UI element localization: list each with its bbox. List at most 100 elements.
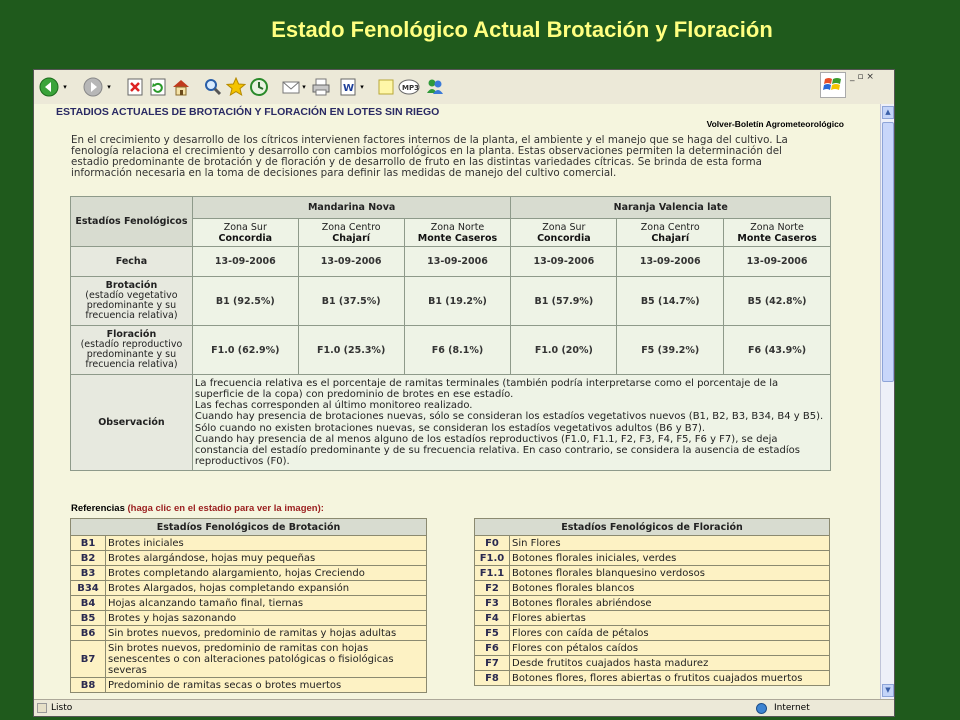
- stage-code-link[interactable]: B7: [70, 640, 106, 678]
- fecha-cell: 13-09-2006: [616, 246, 725, 277]
- stage-description: Flores con caída de pétalos: [509, 625, 830, 641]
- window-controls: _ ▫ ×: [850, 72, 892, 84]
- brotacion-cell: B1 (19.2%): [403, 276, 512, 326]
- references-heading: Referencias (haga clic en el estadio par…: [71, 503, 324, 514]
- ref-row: F5 Flores con caída de pétalos: [474, 625, 830, 641]
- ref-row: B5 Brotes y hojas sazonando: [70, 610, 427, 626]
- ref-row: F8 Botones flores, flores abiertas o frut…: [474, 670, 830, 686]
- toolbar: ▾ ▾ ▾ W ▾: [34, 70, 834, 104]
- floracion-reference-table: Estadíos Fenológicos de Floración F0 Sin …: [474, 518, 830, 686]
- stage-description: Brotes y hojas sazonando: [105, 610, 427, 626]
- floracion-cell: F5 (39.2%): [616, 325, 725, 375]
- ref-row: B7 Sin brotes nuevos, predominio de ramit…: [70, 640, 427, 678]
- stage-code-link[interactable]: F7: [474, 655, 510, 671]
- floracion-label: Floración (estadío reproductivo predomina…: [70, 325, 193, 375]
- notes-icon[interactable]: [375, 76, 397, 98]
- stage-description: Flores con pétalos caídos: [509, 640, 830, 656]
- ref-row: B4 Hojas alcanzando tamaño final, tiernas: [70, 595, 427, 611]
- close-icon[interactable]: ×: [866, 72, 874, 82]
- stage-code-link[interactable]: B4: [70, 595, 106, 611]
- mail-dropdown-icon[interactable]: ▾: [302, 83, 306, 91]
- ref-row: B3 Brotes completando alargamiento, hojas…: [70, 565, 427, 581]
- stage-code-link[interactable]: F0: [474, 535, 510, 551]
- scroll-down-icon[interactable]: ▼: [882, 684, 894, 697]
- back-dropdown-icon[interactable]: ▾: [63, 83, 67, 91]
- stage-description: Sin brotes nuevos, predominio de ramitas…: [105, 640, 427, 678]
- stage-code-link[interactable]: F8: [474, 670, 510, 686]
- vertical-scrollbar[interactable]: ▲ ▼: [880, 104, 894, 699]
- ref-row: F2 Botones florales blancos: [474, 580, 830, 596]
- stage-description: Botones florales blancos: [509, 580, 830, 596]
- ref-row: F3 Botones florales abriéndose: [474, 595, 830, 611]
- ref-row: F6 Flores con pétalos caídos: [474, 640, 830, 656]
- fecha-cell: 13-09-2006: [510, 246, 618, 277]
- browser-window: ▾ ▾ ▾ W ▾: [33, 69, 895, 717]
- stage-description: Sin brotes nuevos, predominio de ramitas…: [105, 625, 427, 641]
- page-heading: ESTADIOS ACTUALES DE BROTACIÓN Y FLORACI…: [56, 106, 440, 118]
- home-icon[interactable]: [170, 76, 192, 98]
- minimize-icon[interactable]: _: [850, 72, 855, 82]
- status-bar: Listo Internet: [34, 699, 894, 716]
- restore-icon[interactable]: ▫: [857, 72, 864, 82]
- ref-row: B34 Brotes Alargados, hojas completando e…: [70, 580, 427, 596]
- stage-code-link[interactable]: F1.1: [474, 565, 510, 581]
- stage-code-link[interactable]: F5: [474, 625, 510, 641]
- back-link[interactable]: Volver-Boletín Agrometeorológico: [706, 119, 844, 129]
- refresh-icon[interactable]: [147, 76, 169, 98]
- history-icon[interactable]: [248, 76, 270, 98]
- stage-code-link[interactable]: F3: [474, 595, 510, 611]
- word-dropdown-icon[interactable]: ▾: [360, 83, 364, 91]
- search-icon[interactable]: [202, 76, 224, 98]
- stage-code-link[interactable]: B2: [70, 550, 106, 566]
- stage-code-link[interactable]: B1: [70, 535, 106, 551]
- stage-description: Predominio de ramitas secas o brotes mue…: [105, 677, 427, 693]
- stage-description: Flores abiertas: [509, 610, 830, 626]
- stage-description: Sin Flores: [509, 535, 830, 551]
- stage-description: Desde frutitos cuajados hasta madurez: [509, 655, 830, 671]
- back-icon[interactable]: [38, 76, 60, 98]
- fecha-label: Fecha: [70, 246, 193, 277]
- scroll-thumb[interactable]: [882, 122, 894, 382]
- forward-icon[interactable]: [82, 76, 104, 98]
- status-text: Listo: [51, 703, 73, 713]
- brotacion-cell: B1 (57.9%): [510, 276, 618, 326]
- mp3-icon[interactable]: MP3: [398, 76, 420, 98]
- brotacion-reference-table: Estadíos Fenológicos de Brotación B1 Brot…: [70, 518, 427, 693]
- stage-code-link[interactable]: B34: [70, 580, 106, 596]
- ref-row: F1.1 Botones florales blanquesino verdoso…: [474, 565, 830, 581]
- forward-dropdown-icon[interactable]: ▾: [107, 83, 111, 91]
- word-icon[interactable]: W: [337, 76, 359, 98]
- stage-code-link[interactable]: F6: [474, 640, 510, 656]
- stage-description: Brotes completando alargamiento, hojas C…: [105, 565, 427, 581]
- stage-code-link[interactable]: B5: [70, 610, 106, 626]
- zone-header: Zona Norte Monte Caseros: [403, 218, 512, 247]
- ref-row: F0 Sin Flores: [474, 535, 830, 551]
- zone-header: Zona Sur Concordia: [191, 218, 299, 247]
- brotacion-cell: B5 (14.7%): [616, 276, 725, 326]
- stage-description: Botones flores, flores abiertas o frutit…: [509, 670, 830, 686]
- stop-icon[interactable]: [124, 76, 146, 98]
- intro-text: En el crecimiento y desarrollo de los cí…: [71, 134, 788, 179]
- security-zone: Internet: [774, 703, 810, 713]
- stage-code-link[interactable]: F4: [474, 610, 510, 626]
- stage-code-link[interactable]: B6: [70, 625, 106, 641]
- fecha-cell: 13-09-2006: [191, 246, 299, 277]
- stage-code-link[interactable]: F2: [474, 580, 510, 596]
- page-content: ESTADIOS ACTUALES DE BROTACIÓN Y FLORACI…: [34, 104, 880, 699]
- messenger-icon[interactable]: [424, 76, 446, 98]
- svg-text:MP3: MP3: [402, 84, 419, 92]
- stage-description: Hojas alcanzando tamaño final, tiernas: [105, 595, 427, 611]
- mail-icon[interactable]: [280, 76, 302, 98]
- print-icon[interactable]: [310, 76, 332, 98]
- stage-code-link[interactable]: F1.0: [474, 550, 510, 566]
- group-header: Mandarina Nova: [191, 196, 512, 219]
- favorites-icon[interactable]: [225, 76, 247, 98]
- stage-code-link[interactable]: B3: [70, 565, 106, 581]
- ref-row: B8 Predominio de ramitas secas o brotes m…: [70, 677, 427, 693]
- stage-code-link[interactable]: B8: [70, 677, 106, 693]
- scroll-up-icon[interactable]: ▲: [882, 106, 894, 119]
- brotacion-ref-title: Estadíos Fenológicos de Brotación: [70, 518, 427, 536]
- ref-row: F4 Flores abiertas: [474, 610, 830, 626]
- stage-description: Brotes alargándose, hojas muy pequeñas: [105, 550, 427, 566]
- ref-row: B1 Brotes iniciales: [70, 535, 427, 551]
